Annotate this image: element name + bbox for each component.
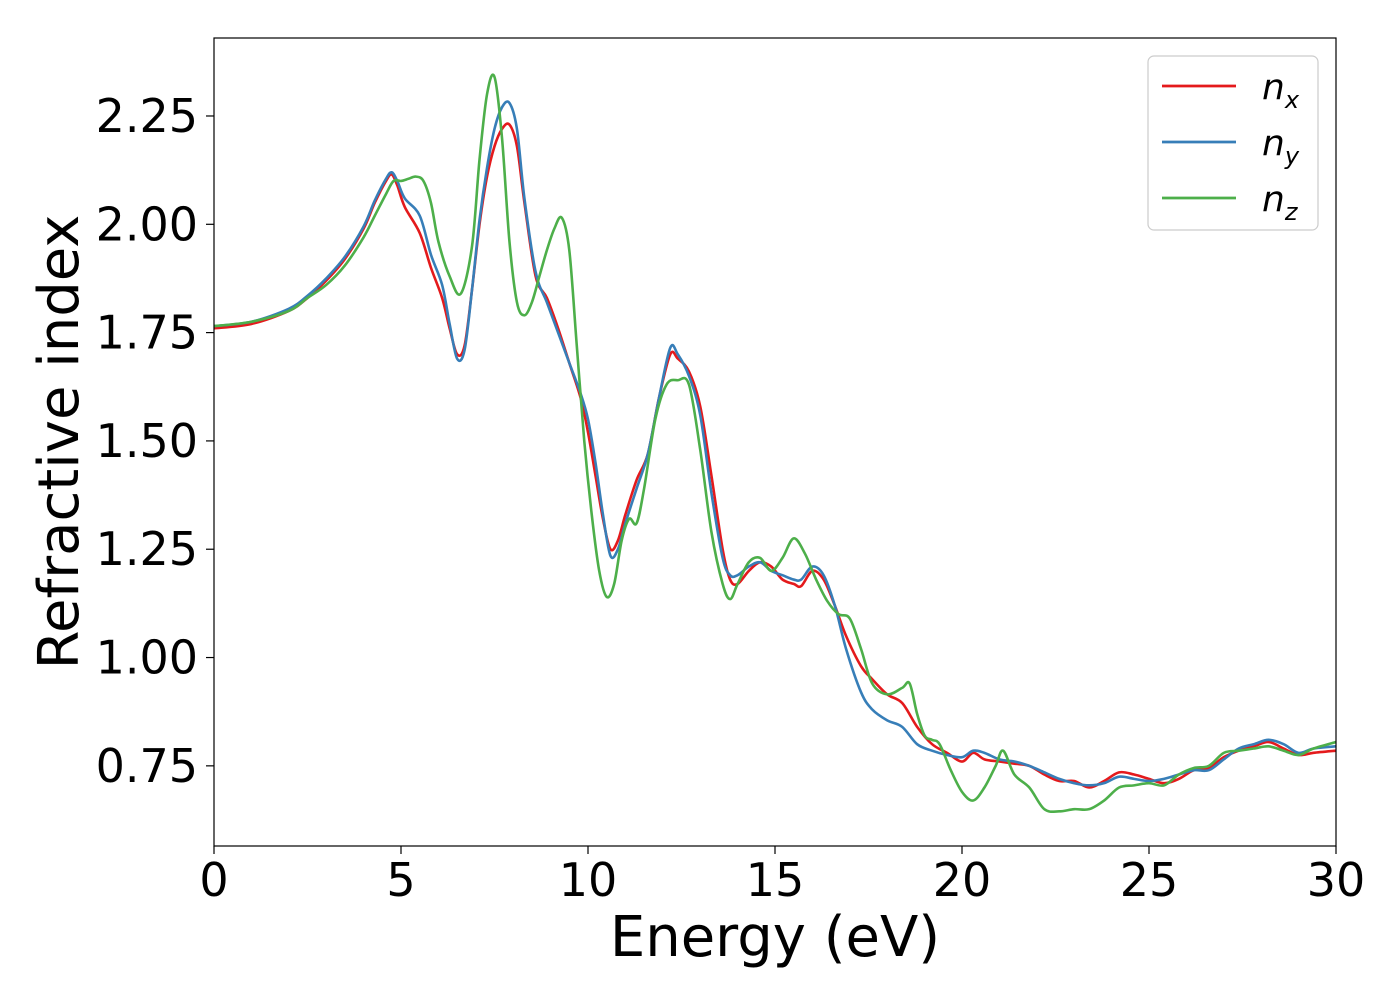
x-tick-label: 20 [933,853,992,907]
x-tick-label: 10 [559,853,618,907]
y-axis-ticks: 0.75 1.00 1.25 1.50 1.75 2.00 2.25 [96,89,214,793]
x-axis-ticks: 0 5 10 15 20 25 30 [199,846,1365,907]
y-tick-label: 2.25 [96,89,198,143]
y-axis-label: Refractive index [27,215,92,670]
y-tick-label: 1.75 [96,306,198,360]
x-tick-label: 0 [199,853,228,907]
legend: nx ny nz [1147,55,1319,231]
x-tick-label: 5 [386,853,415,907]
y-tick-label: 1.00 [96,631,198,685]
series-line-z [214,73,1336,814]
y-tick-label: 2.00 [96,197,198,251]
legend-label-x: nx [1262,67,1300,114]
legend-label-z: nz [1262,179,1299,226]
series-line-y [214,100,1336,787]
x-tick-label: 30 [1307,853,1366,907]
y-tick-label: 0.75 [96,739,198,793]
x-axis-label: Energy (eV) [610,905,940,970]
legend-label-y: ny [1262,123,1300,170]
plot-series-group [214,73,1336,814]
x-tick-label: 15 [746,853,805,907]
y-tick-label: 1.25 [96,522,198,576]
x-tick-label: 25 [1120,853,1179,907]
y-tick-label: 1.50 [96,414,198,468]
